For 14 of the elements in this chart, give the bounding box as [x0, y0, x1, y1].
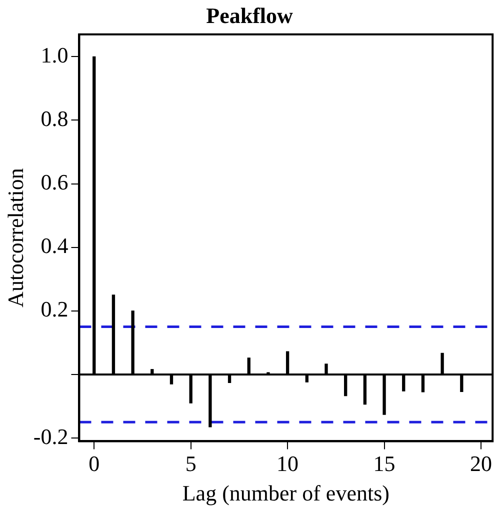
x-tick-label: 15	[373, 451, 396, 476]
y-tick-label: 0.8	[40, 106, 68, 131]
x-tick-label: 20	[470, 451, 492, 476]
y-tick-label: 0.2	[40, 296, 68, 322]
y-tick-label: -0.2	[33, 424, 68, 449]
x-tick-label: 0	[88, 451, 100, 476]
y-axis-title: Autocorrelation	[2, 168, 28, 308]
x-tick-label: 5	[185, 451, 196, 476]
chart-title: Peakflow	[206, 2, 293, 28]
y-tick-label: 0.6	[40, 170, 68, 195]
x-axis-title: Lag (number of events)	[182, 480, 390, 506]
x-tick-label: 10	[276, 451, 299, 476]
y-tick-label: 0.4	[40, 233, 68, 258]
y-tick-label: 1.0	[40, 42, 68, 68]
